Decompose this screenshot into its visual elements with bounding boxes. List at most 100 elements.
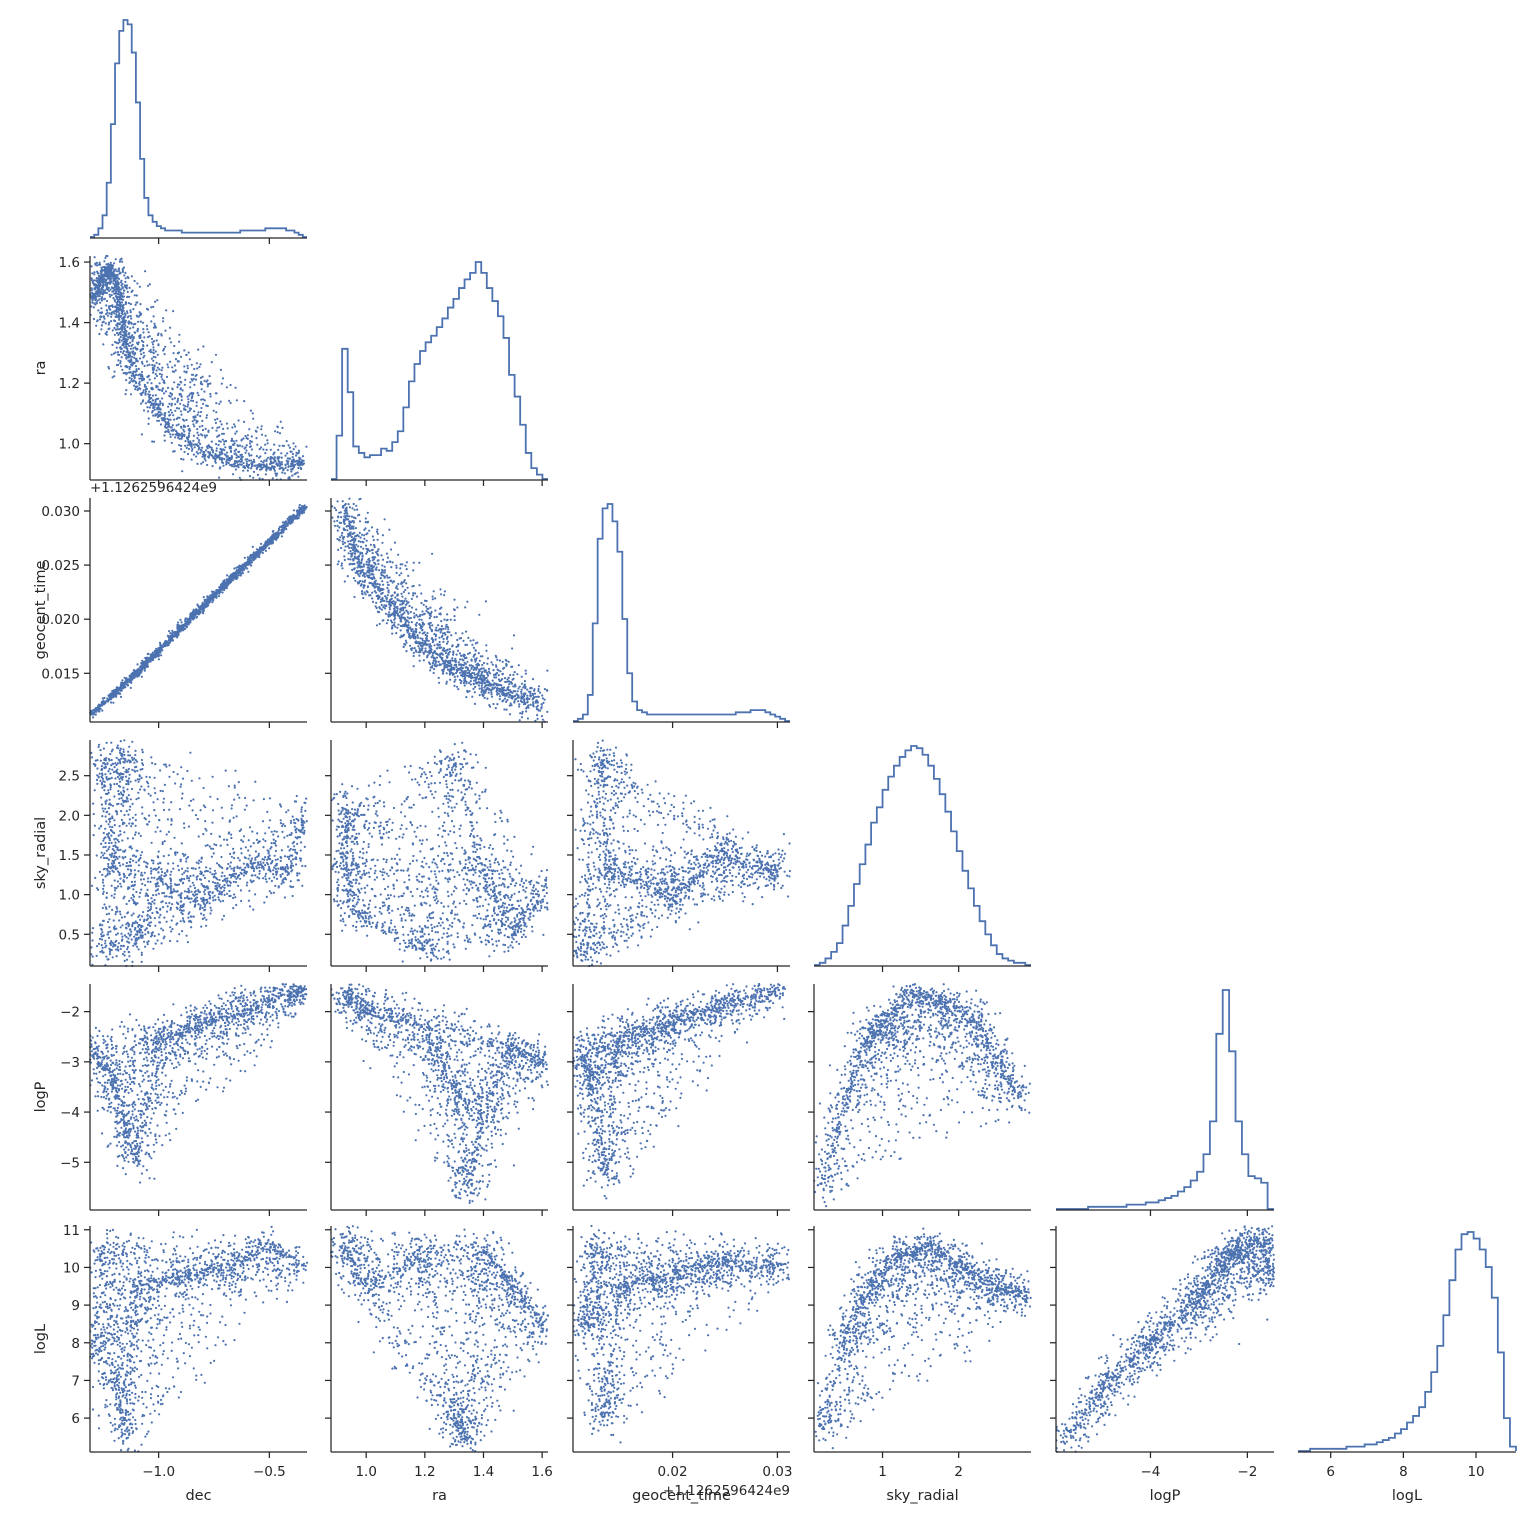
scatter-point	[112, 311, 114, 313]
scatter-point	[154, 377, 156, 379]
scatter-point	[121, 348, 123, 350]
scatter-point	[285, 467, 287, 469]
scatter-point	[158, 363, 160, 365]
scatter-point	[171, 633, 173, 635]
scatter-point	[403, 591, 405, 593]
scatter-point	[271, 541, 273, 543]
scatter-point	[146, 328, 148, 330]
scatter-point	[112, 306, 114, 308]
scatter-point	[255, 431, 257, 433]
scatter-point	[508, 683, 510, 685]
scatter-point	[128, 345, 130, 347]
scatter-point	[154, 650, 156, 652]
scatter-point	[132, 671, 134, 673]
scatter-point	[173, 345, 175, 347]
scatter-point	[203, 596, 205, 598]
scatter-point	[247, 438, 249, 440]
scatter-point	[301, 512, 303, 514]
scatter-point	[222, 465, 224, 467]
scatter-point	[188, 622, 190, 624]
scatter-point	[175, 635, 177, 637]
scatter-point	[464, 606, 466, 608]
scatter-point	[127, 276, 129, 278]
scatter-point	[440, 631, 442, 633]
scatter-point	[215, 354, 217, 356]
scatter-point	[412, 592, 414, 594]
scatter-point	[432, 596, 434, 598]
scatter-point	[491, 696, 493, 698]
scatter-point	[456, 686, 458, 688]
scatter-point	[168, 403, 170, 405]
scatter-point	[414, 592, 416, 594]
scatter-point	[140, 353, 142, 355]
scatter-point	[227, 427, 229, 429]
scatter-point	[200, 407, 202, 409]
scatter-point	[135, 365, 137, 367]
scatter-point	[173, 429, 175, 431]
scatter-point	[426, 632, 428, 634]
scatter-point	[96, 286, 98, 288]
scatter-point	[254, 553, 256, 555]
scatter-point	[114, 284, 116, 286]
scatter-point	[418, 647, 420, 649]
scatter-point	[518, 703, 520, 705]
scatter-point	[183, 349, 185, 351]
scatter-point	[140, 313, 142, 315]
scatter-point	[413, 585, 415, 587]
scatter-point	[125, 320, 127, 322]
scatter-point	[203, 391, 205, 393]
scatter-point	[178, 630, 180, 632]
scatter-point	[144, 270, 146, 272]
scatter-point	[481, 664, 483, 666]
diag-panel-logP	[1056, 990, 1274, 1216]
scatter-point	[205, 417, 207, 419]
scatter-point	[192, 392, 194, 394]
scatter-point	[400, 593, 402, 595]
scatter-point	[115, 274, 117, 276]
scatter-point	[150, 306, 152, 308]
scatter-point	[158, 411, 160, 413]
scatter-point	[201, 447, 203, 449]
scatter-point	[196, 616, 198, 618]
scatter-point	[117, 351, 119, 353]
scatter-point	[162, 320, 164, 322]
scatter-point	[119, 298, 121, 300]
scatter-point	[141, 375, 143, 377]
scatter-point	[117, 342, 119, 344]
scatter-point	[452, 674, 454, 676]
scatter-point	[198, 366, 200, 368]
scatter-point	[113, 319, 115, 321]
scatter-point	[455, 632, 457, 634]
scatter-point	[121, 356, 123, 358]
scatter-point	[211, 598, 213, 600]
scatter-point	[167, 387, 169, 389]
scatter-point	[112, 265, 114, 267]
scatter-point	[488, 671, 490, 673]
scatter-point	[410, 611, 412, 613]
scatter-point	[130, 345, 132, 347]
histogram-logL	[1298, 1232, 1516, 1451]
scatter-point	[377, 539, 379, 541]
scatter-point	[143, 389, 145, 391]
scatter-point	[422, 624, 424, 626]
scatter-point	[416, 596, 418, 598]
scatter-point	[189, 444, 191, 446]
scatter-point	[444, 590, 446, 592]
scatter-point	[175, 632, 177, 634]
scatter-point	[94, 256, 96, 258]
scatter-point	[139, 373, 141, 375]
scatter-point	[440, 593, 442, 595]
scatter-point	[155, 373, 157, 375]
scatter-point	[429, 669, 431, 671]
scatter-point	[263, 460, 265, 462]
scatter-point	[206, 434, 208, 436]
scatter-point	[218, 426, 220, 428]
scatter-point	[141, 371, 143, 373]
scatter-point	[271, 457, 273, 459]
scatter-point	[98, 292, 100, 294]
scatter-point	[405, 610, 407, 612]
scatter-point	[242, 572, 244, 574]
scatter-point	[417, 637, 419, 639]
scatter-point	[429, 663, 431, 665]
scatter-point	[157, 413, 159, 415]
